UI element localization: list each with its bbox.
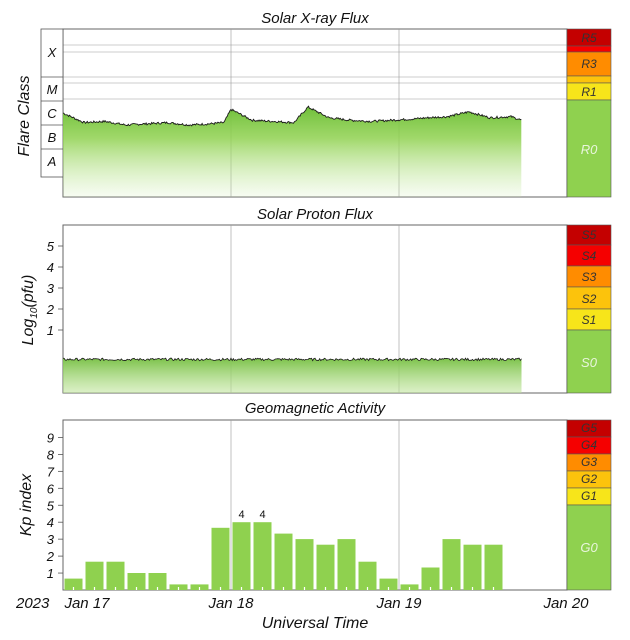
x-tick-jan19: Jan 19 bbox=[375, 595, 422, 612]
kp-tick-label-2: 2 bbox=[46, 549, 55, 564]
scale-g3-label: G3 bbox=[581, 455, 597, 469]
kp-bar bbox=[442, 539, 461, 590]
svg-text:Log10(pfu): Log10(pfu) bbox=[20, 275, 40, 346]
xray-flux-fill bbox=[63, 106, 522, 197]
proton-tick-label-3: 3 bbox=[47, 281, 55, 296]
x-axis-label: Universal Time bbox=[262, 615, 369, 632]
geomag-g-scale: G5 G4 G3 G2 G1 G0 bbox=[566, 419, 612, 591]
xray-class-b: B bbox=[48, 130, 57, 145]
scale-s4-label: S4 bbox=[582, 249, 597, 263]
x-tick-jan17: Jan 17 bbox=[63, 595, 110, 612]
kp-bar bbox=[85, 561, 104, 590]
proton-ylabel-sub: 10 bbox=[29, 307, 40, 319]
proton-tick-label-2: 2 bbox=[46, 302, 55, 317]
kp-tick-label-4: 4 bbox=[47, 515, 54, 530]
proton-ylabel-main: Log bbox=[20, 319, 37, 346]
scale-g0-label: G0 bbox=[580, 540, 598, 555]
x-year-label: 2023 bbox=[15, 595, 50, 612]
kp-bar bbox=[253, 522, 272, 590]
scale-s1-label: S1 bbox=[582, 313, 597, 327]
scale-g0 bbox=[566, 504, 612, 591]
scale-r5-label: R5 bbox=[581, 31, 597, 45]
xray-flux-line bbox=[62, 105, 522, 127]
kp-bar bbox=[421, 567, 440, 590]
proton-y-ticks: 1 2 3 4 5 bbox=[46, 239, 63, 338]
kp-bar bbox=[127, 573, 146, 590]
scale-g4-label: G4 bbox=[581, 438, 597, 452]
geomag-plot-frame bbox=[62, 419, 568, 591]
kp-bar bbox=[106, 561, 125, 590]
geomag-ylabel: Kp index bbox=[18, 473, 35, 536]
kp-bar bbox=[64, 578, 83, 590]
kp-tick-label-8: 8 bbox=[47, 447, 55, 462]
proton-ylabel-tail: (pfu) bbox=[20, 275, 37, 308]
kp-bar bbox=[379, 578, 398, 590]
kp-tick-label-9: 9 bbox=[47, 430, 54, 445]
proton-flux-fill bbox=[63, 358, 522, 393]
geomag-title: Geomagnetic Activity bbox=[245, 400, 387, 417]
scale-s3-label: S3 bbox=[582, 270, 597, 284]
scale-r0-label: R0 bbox=[581, 142, 598, 157]
scale-s2-label: S2 bbox=[582, 292, 597, 306]
xray-class-x: X bbox=[47, 45, 58, 60]
proton-s-scale: S5 S4 S3 S2 S1 S0 bbox=[566, 224, 612, 394]
scale-r3 bbox=[566, 51, 612, 77]
kp-bar bbox=[295, 539, 314, 590]
kp-bar bbox=[274, 533, 293, 590]
kp-bar-label: 4 bbox=[259, 509, 265, 521]
xray-class-axis: X M C B A bbox=[40, 28, 64, 178]
kp-bar bbox=[337, 539, 356, 590]
xray-class-a: A bbox=[47, 154, 57, 169]
xray-ylabel: Flare Class bbox=[16, 76, 33, 157]
kp-bar bbox=[148, 573, 167, 590]
scale-r-gap-gold bbox=[566, 75, 612, 84]
proton-tick-label-1: 1 bbox=[47, 323, 54, 338]
xray-title: Solar X-ray Flux bbox=[261, 10, 369, 27]
proton-ylabel: Log10(pfu) bbox=[20, 275, 40, 346]
kp-tick-label-3: 3 bbox=[47, 532, 55, 547]
proton-tick-label-5: 5 bbox=[47, 239, 55, 254]
kp-bar bbox=[484, 544, 503, 590]
kp-bar bbox=[358, 561, 377, 590]
scale-r3-label: R3 bbox=[581, 57, 597, 71]
scale-r1-label: R1 bbox=[581, 85, 596, 99]
kp-tick-label-7: 7 bbox=[47, 464, 55, 479]
geomag-gridlines bbox=[230, 420, 400, 590]
proton-tick-label-4: 4 bbox=[47, 260, 54, 275]
scale-g1-label: G1 bbox=[581, 489, 597, 503]
scale-s0 bbox=[566, 329, 612, 394]
kp-bar bbox=[463, 544, 482, 590]
kp-bar bbox=[211, 527, 230, 590]
scale-s5-label: S5 bbox=[582, 228, 597, 242]
scale-g5-label: G5 bbox=[581, 421, 597, 435]
kp-y-ticks: 1 2 3 4 5 6 7 8 9 bbox=[46, 430, 63, 581]
kp-tick-label-5: 5 bbox=[47, 498, 55, 513]
kp-bar bbox=[232, 522, 251, 590]
scale-g2-label: G2 bbox=[581, 472, 597, 486]
kp-tick-label-6: 6 bbox=[47, 481, 55, 496]
proton-flux-line bbox=[62, 357, 522, 362]
scale-r-gap-red bbox=[566, 45, 612, 53]
scale-r0 bbox=[566, 99, 612, 198]
xray-class-c: C bbox=[47, 106, 57, 121]
kp-tick-label-1: 1 bbox=[47, 566, 54, 581]
scale-s0-label: S0 bbox=[581, 355, 598, 370]
x-tick-jan20: Jan 20 bbox=[542, 595, 589, 612]
x-tick-jan18: Jan 18 bbox=[207, 595, 254, 612]
xray-class-m: M bbox=[47, 82, 58, 97]
kp-bar bbox=[316, 544, 335, 590]
kp-bar-label: 4 bbox=[238, 509, 244, 521]
xray-radio-scale: R5 R3 R1 R0 bbox=[566, 28, 612, 198]
proton-title: Solar Proton Flux bbox=[257, 206, 373, 223]
